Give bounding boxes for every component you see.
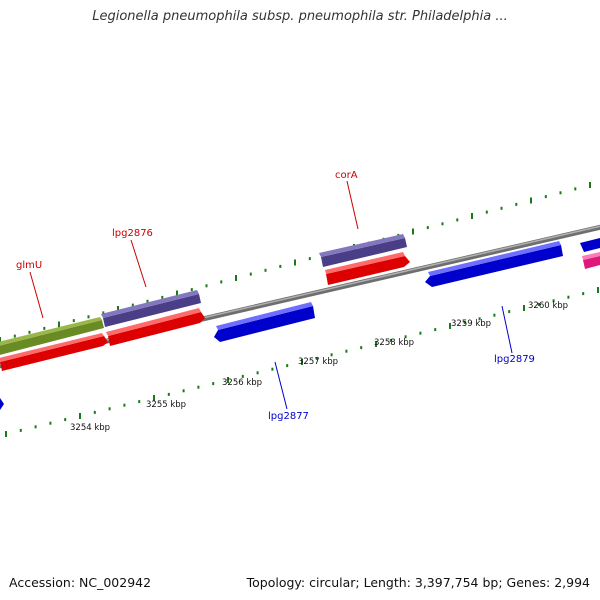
gene-lpg2876-bar[interactable] — [101, 290, 201, 327]
map-title: Legionella pneumophila subsp. pneumophil… — [92, 9, 508, 24]
cds-magenta-arrow[interactable] — [582, 252, 600, 269]
scale-ticks-lower — [5, 287, 599, 437]
cds-red-arrow-3[interactable] — [325, 252, 410, 285]
gene-label-corA[interactable]: corA — [335, 170, 358, 181]
gene-far-right-blue-bar[interactable] — [580, 238, 600, 252]
gene-corA-bar[interactable] — [319, 234, 407, 267]
kbp-label-3255: 3255 kbp — [146, 400, 186, 410]
kbp-label-3259: 3259 kbp — [451, 319, 491, 329]
kbp-label-3254: 3254 kbp — [70, 423, 110, 433]
gene-label-glmU[interactable]: glmU — [16, 260, 42, 271]
label-connectors — [29, 180, 513, 410]
cds-blue-arrow-lpg2879[interactable] — [425, 241, 563, 287]
cds-blue-arrow-lpg2877[interactable] — [214, 302, 315, 342]
kbp-label-3257: 3257 kbp — [298, 357, 338, 367]
accession-text: Accession: NC_002942 — [9, 575, 152, 590]
kbp-label-3258: 3258 kbp — [374, 338, 414, 348]
cds-red-arrow-1[interactable] — [0, 333, 108, 371]
gene-label-lpg2879[interactable]: lpg2879 — [494, 354, 535, 365]
cds-blue-arrow-edge[interactable] — [0, 398, 4, 410]
cds-red-arrow-2[interactable] — [106, 308, 205, 346]
gene-label-lpg2877[interactable]: lpg2877 — [268, 411, 309, 422]
kbp-label-3260: 3260 kbp — [528, 301, 568, 311]
genome-summary-text: Topology: circular; Length: 3,397,754 bp… — [246, 575, 590, 590]
gene-label-lpg2876[interactable]: lpg2876 — [112, 228, 153, 239]
gene-glmU-bar[interactable] — [0, 317, 104, 357]
kbp-label-3256: 3256 kbp — [222, 378, 262, 388]
